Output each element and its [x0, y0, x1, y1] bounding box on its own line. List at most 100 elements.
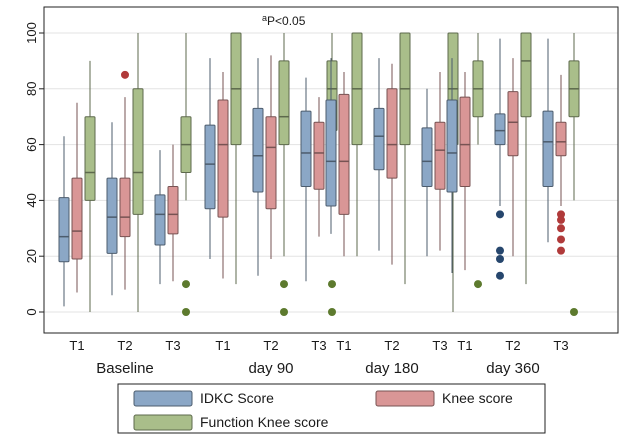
- box-body: [386, 88, 398, 179]
- box-body: [542, 110, 554, 187]
- timepoint-label: T3: [165, 338, 180, 353]
- timepoint-label: T3: [553, 338, 568, 353]
- box: [542, 38, 554, 243]
- box: [472, 33, 484, 289]
- box: [434, 72, 446, 251]
- box: [313, 97, 325, 237]
- timepoint-label: T2: [263, 338, 278, 353]
- box-body: [252, 107, 264, 193]
- timepoint-label: T1: [215, 338, 230, 353]
- outlier-point: [121, 70, 129, 79]
- box: [58, 136, 70, 307]
- box: [568, 33, 580, 316]
- outlier-point: [328, 308, 336, 316]
- outlier-point: [557, 224, 565, 233]
- y-tick-label: 0: [24, 308, 39, 315]
- box: [421, 88, 433, 257]
- box-body: [459, 96, 471, 187]
- y-tick-label: 40: [24, 193, 39, 207]
- timepoint-label: T3: [311, 338, 326, 353]
- box-body: [507, 91, 519, 157]
- legend-label: IDKC Score: [200, 390, 274, 406]
- legend: IDKC Score Knee score Function Knee score: [117, 383, 546, 434]
- y-tick-label: 20: [24, 249, 39, 263]
- outlier-point: [496, 210, 504, 219]
- box-body: [313, 121, 325, 190]
- box-body: [265, 116, 277, 210]
- y-axis: 0 20 40 60 80 100: [24, 22, 44, 316]
- box-body: [555, 121, 567, 157]
- legend-label: Function Knee score: [200, 414, 329, 430]
- box: [106, 122, 118, 296]
- box-body: [325, 99, 337, 207]
- y-tick-label: 60: [24, 137, 39, 151]
- annotation-text: P<0.05: [267, 14, 306, 28]
- box: [446, 58, 458, 273]
- box: [84, 60, 96, 312]
- timepoint-label: T2: [117, 338, 132, 353]
- box-body: [338, 93, 350, 215]
- outlier-point: [496, 271, 504, 280]
- group-label: Baseline: [96, 360, 154, 377]
- significance-annotation: aP<0.05: [262, 13, 306, 28]
- box: [119, 70, 131, 290]
- box: [459, 72, 471, 271]
- box-body: [132, 88, 144, 215]
- box-body: [373, 107, 385, 171]
- box: [494, 38, 506, 280]
- timepoint-label: T2: [384, 338, 399, 353]
- box-body: [278, 60, 290, 146]
- box: [300, 77, 312, 282]
- x-axis: Baseline T1 T2 T3 day 90 T1 T2 T3 day 180 T1 T2 T3 d…: [69, 338, 568, 377]
- group-label: day 180: [365, 360, 418, 377]
- box-body: [58, 197, 70, 263]
- boxes: [58, 32, 580, 316]
- outlier-point: [557, 210, 565, 219]
- legend-swatch: [133, 390, 193, 407]
- outlier-point: [557, 215, 565, 224]
- outlier-point: [182, 280, 190, 289]
- legend-swatch: [133, 414, 193, 431]
- box: [154, 150, 166, 285]
- box: [252, 58, 264, 276]
- box-body: [300, 110, 312, 187]
- box-body: [84, 116, 96, 201]
- box: [278, 33, 290, 316]
- box: [265, 55, 277, 259]
- box: [351, 32, 363, 257]
- box: [167, 144, 179, 282]
- box: [338, 72, 350, 257]
- box-body: [434, 121, 446, 190]
- group-label: day 360: [486, 360, 539, 377]
- box: [399, 32, 411, 285]
- box: [217, 72, 229, 279]
- box-body: [446, 99, 458, 193]
- box: [520, 32, 532, 285]
- timepoint-label: T3: [432, 338, 447, 353]
- box: [373, 58, 385, 251]
- box: [132, 33, 144, 312]
- box: [180, 33, 192, 316]
- outlier-point: [182, 308, 190, 316]
- box-body: [167, 185, 179, 235]
- y-tick-label: 100: [24, 22, 39, 44]
- y-tick-label: 80: [24, 82, 39, 96]
- box-body: [520, 32, 532, 118]
- legend-label: Knee score: [442, 390, 513, 406]
- outlier-point: [474, 280, 482, 289]
- outlier-point: [557, 246, 565, 255]
- timepoint-label: T2: [505, 338, 520, 353]
- outlier-point: [557, 235, 565, 244]
- outlier-point: [280, 308, 288, 316]
- box-body: [204, 124, 216, 210]
- box: [507, 58, 519, 257]
- legend-swatch: [375, 390, 435, 407]
- timepoint-label: T1: [457, 338, 472, 353]
- box-body: [421, 127, 433, 187]
- outlier-point: [280, 280, 288, 289]
- outlier-point: [570, 308, 578, 316]
- annotation-superscript: a: [262, 13, 267, 23]
- outlier-point: [328, 280, 336, 289]
- box-body: [494, 113, 506, 146]
